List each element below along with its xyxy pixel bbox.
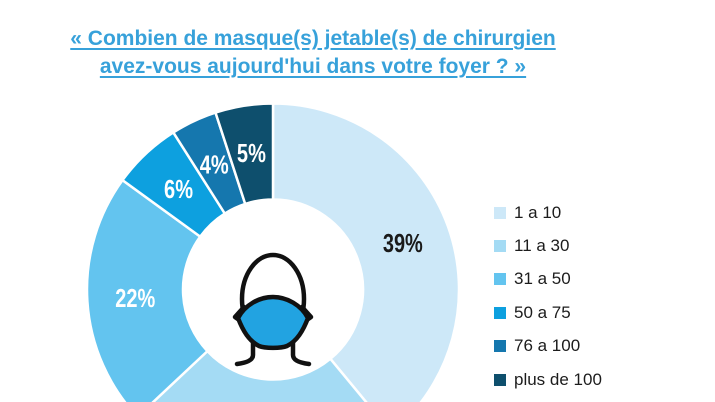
legend-swatch	[494, 340, 506, 353]
chart-title-line-1: « Combien de masque(s) jetable(s) de chi…	[70, 27, 556, 50]
face-neck-right	[290, 336, 312, 367]
legend: 1 a 10 11 a 30 31 a 50 50 a 75 76 a 100 plus …	[494, 196, 602, 396]
donut-slices	[85, 102, 461, 402]
donut-slice-3	[85, 178, 209, 402]
legend-label: 76 a 100	[514, 336, 581, 356]
slice-value-label-3: 22%	[115, 283, 155, 313]
legend-item: 31 a 50	[494, 263, 602, 296]
slice-value-label-4: 6%	[164, 174, 193, 204]
legend-label: 50 a 75	[514, 302, 571, 322]
donut-slice-2	[151, 349, 368, 402]
legend-swatch	[494, 240, 506, 253]
masked-face-icon	[232, 252, 314, 367]
legend-item: 50 a 75	[494, 296, 602, 329]
legend-label: 1 a 10	[514, 202, 562, 222]
legend-swatch	[494, 273, 506, 286]
legend-item: 11 a 30	[494, 229, 602, 262]
legend-swatch	[494, 206, 506, 219]
legend-swatch	[494, 373, 506, 386]
donut-slice-labels: 39%24%22%6%4%5%	[115, 138, 423, 313]
chart-title-line-2: avez-vous aujourd'hui dans votre foyer ?…	[99, 55, 527, 78]
legend-swatch	[494, 306, 506, 319]
slice-value-label-6: 5%	[237, 138, 266, 168]
face-neck-left	[234, 336, 256, 367]
legend-item: 76 a 100	[494, 330, 602, 363]
donut-slice-6	[214, 102, 275, 206]
legend-item: plus de 100	[494, 363, 602, 396]
slice-value-label-5: 4%	[200, 150, 229, 180]
legend-label: 11 a 30	[514, 236, 570, 256]
slice-value-label-1: 39%	[383, 228, 423, 258]
donut-slice-1	[271, 102, 461, 402]
chart-title[interactable]: « Combien de masque(s) jetable(s) de chi…	[3, 25, 623, 81]
legend-label: plus de 100	[514, 369, 602, 389]
legend-item: 1 a 10	[494, 196, 602, 229]
surgical-mask	[235, 294, 311, 351]
legend-label: 31 a 50	[514, 269, 571, 289]
